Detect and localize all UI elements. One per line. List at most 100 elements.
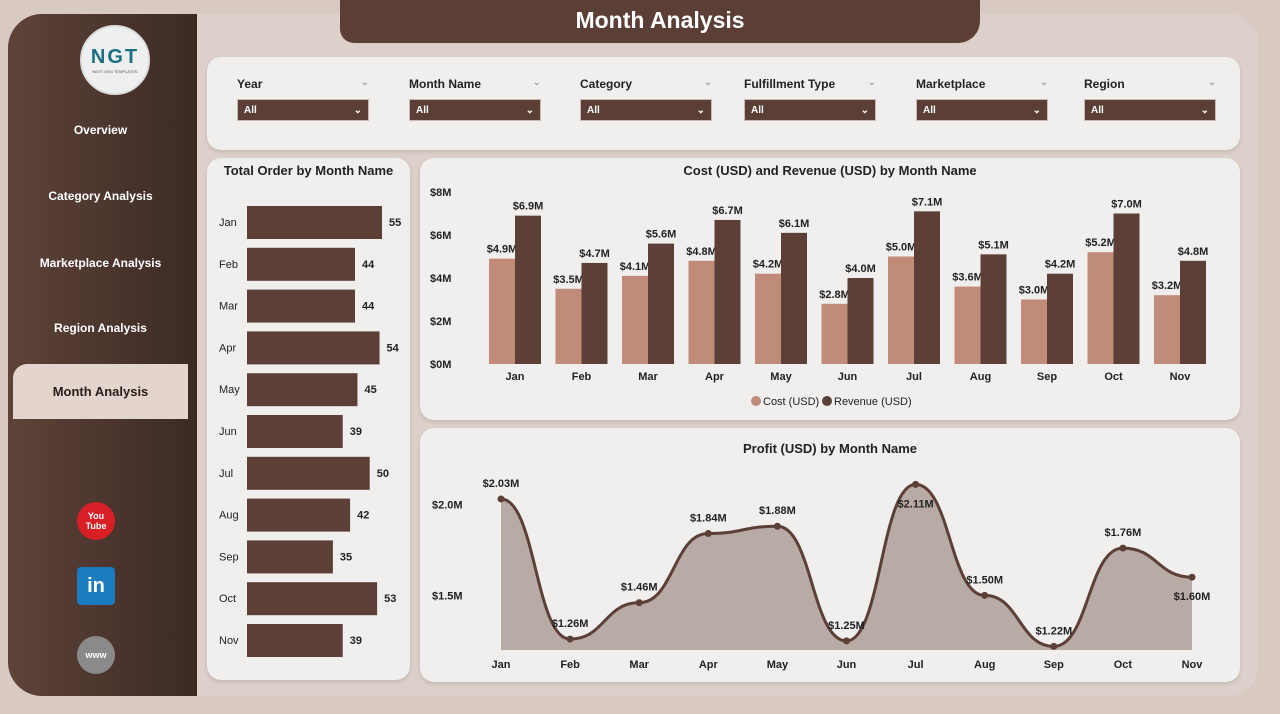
legend-swatch-revenue — [822, 396, 832, 406]
data-label: $7.0M — [1111, 199, 1142, 211]
bar — [247, 206, 382, 239]
filter-dropdown[interactable]: All ⌄ — [409, 99, 541, 121]
filter-value: All — [923, 104, 936, 116]
axis-tick-label: Feb — [572, 371, 592, 383]
chevron-down-icon[interactable]: ⌄ — [532, 77, 541, 88]
filter-dropdown[interactable]: All ⌄ — [1084, 99, 1216, 121]
bar — [247, 498, 351, 532]
orders-chart: Jan 55 Feb 44 Mar 44 Apr 54 May 45 Jun 39 Jul 50 Aug 42… — [219, 206, 401, 657]
axis-tick-label: Jan — [506, 371, 525, 383]
data-label: 55 — [389, 217, 401, 229]
filter-value: All — [416, 104, 429, 116]
legend-swatch-cost — [751, 396, 761, 406]
area-fill — [501, 484, 1192, 650]
logo-subtext: NEXT GEN TEMPLATES — [92, 69, 138, 74]
globe-icon[interactable]: www — [77, 636, 115, 674]
chevron-down-icon[interactable]: ⌄ — [1207, 77, 1216, 88]
filter-dropdown[interactable]: All ⌄ — [916, 99, 1048, 121]
data-label: $6.9M — [513, 201, 544, 213]
axis-tick-label: Sep — [1037, 371, 1057, 383]
data-label: $4.1M — [620, 261, 651, 273]
profit-chart-card: Profit (USD) by Month Name $2.0M $1.5M $2.… — [420, 428, 1240, 682]
data-label: $4.9M — [487, 244, 518, 256]
axis-tick-label: $2M — [430, 316, 451, 328]
filter-region: Region ⌄ All ⌄ — [1084, 77, 1216, 121]
data-label: $7.1M — [912, 196, 943, 208]
bar-revenue — [714, 219, 741, 364]
data-point — [981, 591, 989, 599]
data-label: $6.1M — [779, 218, 810, 230]
bar-cost — [954, 286, 981, 364]
axis-tick-label: Apr — [219, 342, 236, 354]
filter-category: Category ⌄ All ⌄ — [580, 77, 712, 121]
filter-dropdown[interactable]: All ⌄ — [744, 99, 876, 121]
ngt-logo: NGT NEXT GEN TEMPLATES — [80, 25, 150, 95]
filter-label: Category ⌄ — [580, 77, 712, 91]
nav-marketplace-analysis[interactable]: Marketplace Analysis — [39, 256, 162, 270]
filter-label-text: Month Name — [409, 77, 481, 91]
data-label: $1.76M — [1105, 527, 1142, 539]
chevron-down-icon[interactable]: ⌄ — [867, 77, 876, 88]
bar-revenue — [515, 215, 541, 364]
nav-overview[interactable]: Overview — [73, 123, 128, 137]
nav-region-analysis[interactable]: Region Analysis — [54, 321, 147, 335]
filter-value: All — [1091, 104, 1104, 116]
data-label: $4.0M — [845, 263, 876, 275]
axis-tick-label: Apr — [699, 659, 719, 671]
bar — [247, 456, 370, 490]
filter-marketplace: Marketplace ⌄ All ⌄ — [916, 77, 1048, 121]
chevron-down-icon: ⌄ — [1032, 104, 1041, 116]
filter-dropdown[interactable]: All ⌄ — [237, 99, 369, 121]
bar-revenue — [914, 211, 940, 364]
sidebar: NGT NEXT GEN TEMPLATES — [8, 14, 197, 696]
chevron-down-icon[interactable]: ⌄ — [703, 77, 712, 88]
nav-month-analysis[interactable]: Month Analysis — [13, 364, 188, 419]
filter-month-name: Month Name ⌄ All ⌄ — [409, 77, 541, 121]
cost-revenue-chart: $0M $2M $4M $6M $8M $4.9M $6.9M Jan $3.5M $4.7M Fe… — [430, 187, 1208, 408]
axis-tick-label: Jun — [219, 426, 237, 438]
linkedin-icon[interactable]: in — [77, 567, 115, 605]
data-label: 39 — [350, 635, 362, 647]
chevron-down-icon: ⌄ — [1200, 104, 1209, 116]
data-point — [1119, 544, 1127, 552]
bar-cost — [755, 273, 781, 364]
chart-title: Total Order by Month Name — [223, 163, 394, 178]
bar — [247, 289, 355, 323]
chevron-down-icon: ⌄ — [696, 104, 705, 116]
filter-label-text: Year — [237, 77, 263, 91]
bar — [247, 373, 358, 407]
orders-chart-card: Total Order by Month Name Jan 55 Feb 44 Mar 4… — [207, 158, 410, 680]
nav-category-analysis[interactable]: Category Analysis — [48, 189, 153, 203]
filter-label: Month Name ⌄ — [409, 77, 541, 91]
data-label: 54 — [387, 342, 400, 354]
axis-tick-label: Aug — [219, 510, 239, 522]
filter-dropdown[interactable]: All ⌄ — [580, 99, 712, 121]
axis-tick-label: Apr — [705, 371, 725, 383]
axis-tick-label: May — [770, 371, 792, 383]
data-label: 45 — [364, 384, 376, 396]
data-label: $1.22M — [1035, 625, 1072, 637]
filter-label: Year ⌄ — [237, 77, 369, 91]
axis-tick-label: $4M — [430, 273, 451, 285]
chevron-down-icon: ⌄ — [525, 104, 534, 116]
data-label: $5.6M — [646, 229, 677, 241]
axis-tick-label: May — [219, 384, 240, 396]
data-label: $4.2M — [1045, 259, 1076, 271]
filter-label: Marketplace ⌄ — [916, 77, 1048, 91]
logo-text: NGT — [90, 46, 140, 68]
data-label: $3.2M — [1152, 280, 1183, 292]
axis-tick-label: $6M — [430, 230, 451, 242]
filter-value: All — [751, 104, 764, 116]
axis-tick-label: Aug — [970, 371, 991, 383]
axis-tick-label: Nov — [219, 635, 239, 647]
axis-tick-label: Jul — [908, 659, 924, 671]
chevron-down-icon[interactable]: ⌄ — [360, 77, 369, 88]
axis-tick-label: Mar — [638, 371, 658, 383]
chevron-down-icon[interactable]: ⌄ — [1039, 77, 1048, 88]
data-label: 35 — [340, 551, 352, 563]
bar-cost — [821, 303, 848, 364]
youtube-icon[interactable]: You Tube — [77, 502, 115, 540]
bar-cost — [555, 288, 582, 364]
chart-title: Cost (USD) and Revenue (USD) by Month Na… — [683, 163, 977, 178]
data-label: 44 — [362, 259, 375, 271]
